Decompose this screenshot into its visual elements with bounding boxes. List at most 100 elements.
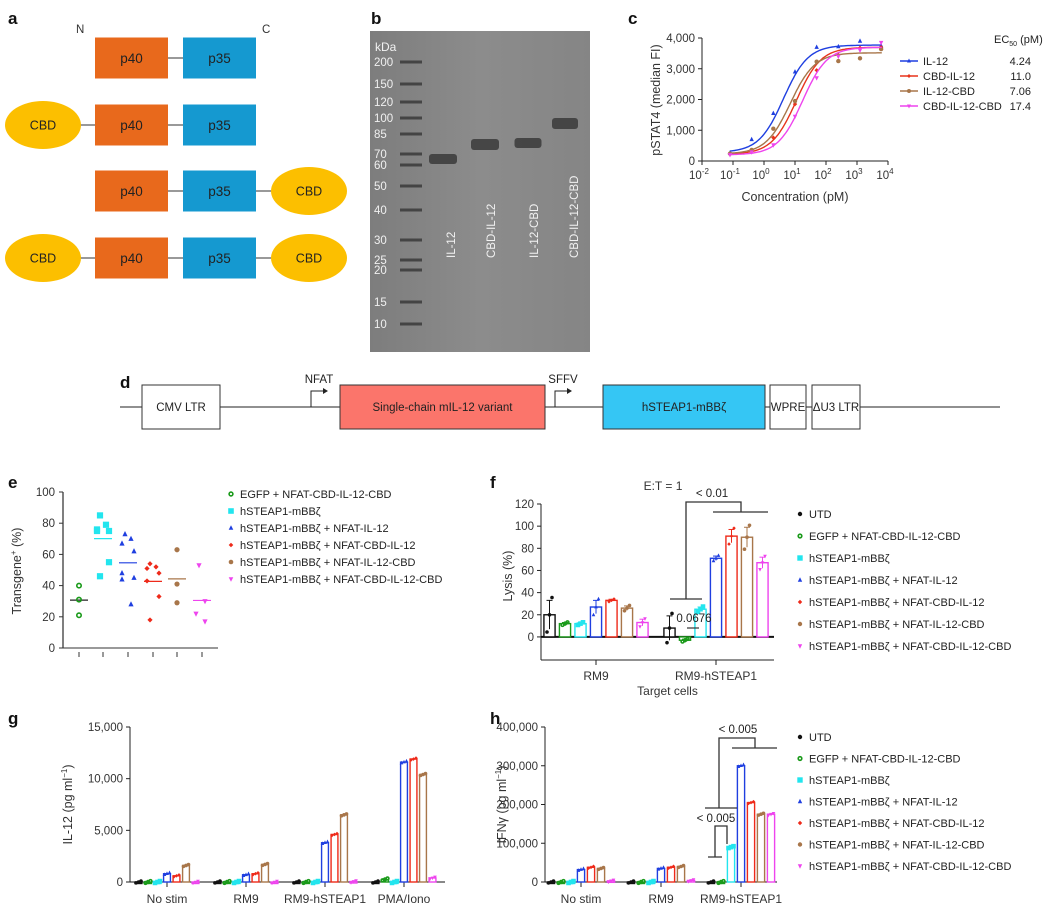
data-point: [656, 867, 661, 871]
legend-marker: [797, 777, 803, 783]
y-tick-label: 1,000: [666, 125, 695, 137]
data-point: [751, 799, 756, 804]
legend-label: EGFP + NFAT-CBD-IL-12-CBD: [809, 531, 961, 543]
significance-bracket: [708, 825, 728, 858]
data-point: [591, 864, 596, 869]
data-point: [241, 873, 246, 877]
data-point: [423, 771, 428, 776]
fit-curve-CBD-IL-12: [729, 46, 882, 155]
y-tick-label: 80: [521, 543, 534, 555]
ladder-band: [400, 300, 422, 304]
element-label: WPRE: [771, 402, 806, 414]
y-axis-label: IL-12 (pg ml−1): [60, 765, 75, 845]
x-tick-label: 10-1: [720, 167, 740, 182]
data-point: [659, 866, 663, 870]
protein-band: [514, 138, 542, 148]
data-point: [335, 831, 339, 836]
data-point: [156, 570, 162, 576]
data-point: [385, 876, 390, 881]
data-point: [394, 878, 400, 884]
panel-g-il12: 0 5,000 10,000 15,000 IL-12 (pg ml−1) No stim…: [60, 722, 445, 906]
legend-label: CBD-IL-12-CBD: [923, 101, 1002, 113]
data-point: [670, 611, 674, 616]
il12-variant-box: [339, 384, 546, 430]
legend-label: hSTEAP1-mBBζ + NFAT-IL-12: [809, 575, 958, 587]
y-tick-label: 100: [36, 487, 55, 499]
ladder-label: 60: [374, 160, 387, 172]
bar: [726, 846, 736, 883]
ladder-band: [400, 116, 422, 120]
data-point: [402, 759, 406, 764]
data-point: [640, 621, 645, 625]
data-point: [76, 582, 83, 589]
legend-label: hSTEAP1-mBBζ + NFAT-CBD-IL-12: [809, 818, 985, 830]
data-point: [174, 581, 180, 587]
promoter-label: NFAT: [305, 374, 334, 386]
data-point: [627, 603, 632, 608]
data-point: [579, 867, 583, 871]
data-point: [265, 861, 270, 866]
y-tick-label: 0: [689, 156, 695, 168]
data-point: [607, 599, 611, 604]
legend-label: UTD: [809, 732, 832, 744]
data-point: [792, 98, 798, 104]
x-category-label: PMA/Iono: [378, 892, 431, 906]
data-point: [119, 570, 125, 576]
legend-label: CBD-IL-12: [923, 71, 975, 83]
data-point: [665, 640, 669, 645]
data-point: [231, 880, 237, 886]
bar: [418, 773, 428, 883]
panel-label-c: c: [628, 9, 637, 28]
data-point: [669, 865, 673, 870]
y-axis-label: Lysis (%): [501, 551, 515, 602]
panel-label-g: g: [8, 709, 18, 728]
ladder-label: 120: [374, 97, 393, 109]
y-tick-label: 60: [521, 565, 534, 577]
bar: [736, 765, 746, 883]
cbd-domain-c: [271, 234, 347, 282]
y-tick-label: 0: [528, 632, 534, 644]
x-category-label: RM9-hSTEAP1: [700, 892, 782, 906]
ladder-band: [400, 163, 422, 167]
y-tick-label: 20: [521, 610, 534, 622]
data-point: [686, 880, 691, 884]
data-point: [234, 879, 239, 885]
data-point: [763, 554, 767, 559]
bar: [746, 801, 756, 883]
legend-label: EGFP + NFAT-CBD-IL-12-CBD: [809, 754, 961, 766]
p35-domain: [183, 237, 256, 279]
data-point: [105, 527, 113, 535]
data-point: [641, 878, 646, 884]
data-point: [167, 870, 172, 875]
data-point: [568, 879, 574, 885]
data-point: [685, 636, 690, 642]
element-label: Single-chain mIL-12 variant: [373, 402, 514, 414]
fit-curve-CBD-IL-12-CBD: [729, 46, 882, 156]
y-tick-label: 300,000: [496, 761, 538, 773]
ladder-label: 70: [374, 149, 387, 161]
bar: [399, 761, 409, 883]
legend-label: EGFP + NFAT-CBD-IL-12-CBD: [240, 489, 392, 501]
data-point: [351, 880, 356, 884]
data-point: [581, 866, 586, 870]
gel-image: [370, 31, 590, 352]
legend-marker: [797, 755, 803, 762]
y-tick-label: 0: [532, 877, 538, 889]
data-point: [139, 879, 143, 883]
lane-label: IL-12-CBD: [529, 204, 541, 258]
data-point: [771, 135, 776, 140]
cbd-label: CBD: [296, 252, 322, 266]
data-point: [689, 879, 693, 883]
data-point: [681, 863, 686, 868]
data-point: [376, 879, 380, 883]
protein-band: [471, 139, 499, 150]
data-point: [430, 876, 435, 881]
data-point: [105, 559, 113, 566]
data-point: [332, 832, 337, 837]
p35-label: p35: [208, 51, 231, 66]
legend-marker: [797, 864, 803, 869]
car-box: [602, 384, 766, 430]
ladder-band: [400, 100, 422, 104]
data-point: [814, 76, 819, 81]
